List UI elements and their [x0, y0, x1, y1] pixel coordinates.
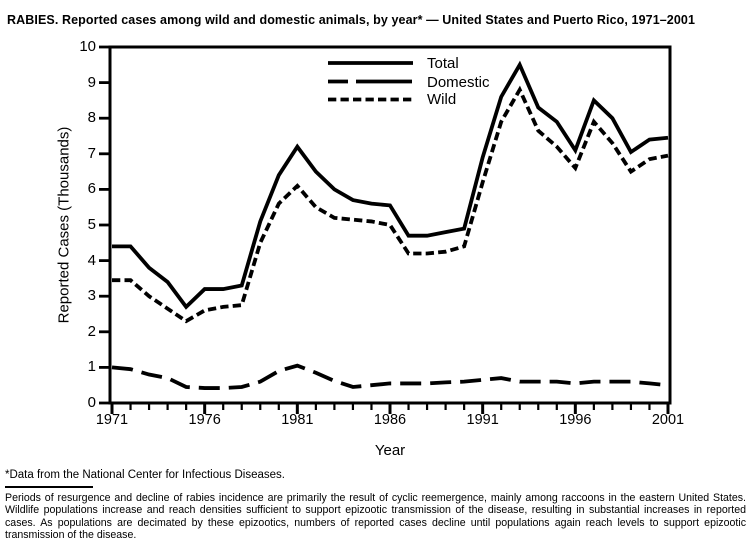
y-tick-label: 5	[87, 216, 96, 233]
y-tick-label: 3	[87, 287, 96, 305]
series-line-wild	[112, 85, 669, 324]
x-tick-label: 1976	[188, 412, 221, 428]
description-paragraph: Periods of resurgence and decline of rab…	[5, 492, 746, 541]
chart-canvas	[99, 45, 672, 414]
x-tick-label: 2001	[651, 412, 685, 428]
x-tick-label: 1996	[559, 412, 592, 428]
x-tick-label: 1971	[95, 412, 129, 428]
x-axis-title: Year	[374, 442, 406, 459]
series-line-domestic	[111, 363, 669, 390]
series-line-total	[112, 60, 669, 310]
x-tick-label: 1986	[373, 412, 407, 428]
y-tick-label: 7	[87, 144, 96, 162]
legend-label-domestic: Domestic	[427, 74, 490, 91]
footnote-divider	[5, 486, 93, 488]
y-tick-label: 4	[87, 251, 96, 269]
y-tick-label: 1	[87, 358, 96, 376]
y-tick-label: 0	[87, 394, 96, 411]
chart-title: RABIES. Reported cases among wild and do…	[7, 13, 696, 27]
legend-label-total: Total	[427, 55, 459, 72]
plot-border	[108, 45, 672, 405]
y-tick-label: 6	[87, 180, 96, 198]
x-tick-label: 1981	[281, 412, 314, 428]
y-tick-label: 8	[87, 109, 96, 127]
y-tick-label: 2	[87, 322, 96, 340]
y-tick-label: 9	[87, 73, 96, 91]
footnote: *Data from the National Center for Infec…	[5, 469, 285, 481]
legend-label-wild: Wild	[427, 91, 457, 108]
y-tick-label: 10	[79, 38, 96, 55]
x-tick-label: 1991	[466, 412, 499, 428]
